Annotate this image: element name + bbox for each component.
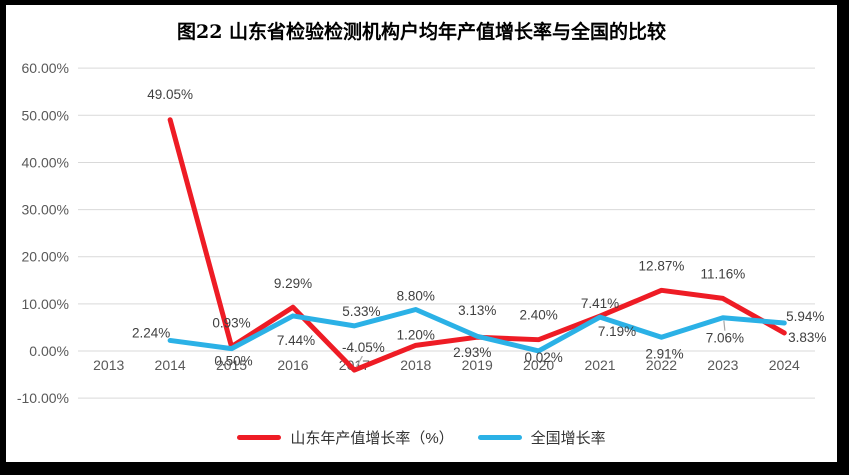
data-label: 3.83% — [788, 330, 826, 345]
chart-canvas: 60.00% 50.00% 40.00% 30.00% 20.00% 10.00% 0.00… — [17, 60, 827, 406]
data-label: 7.06% — [706, 331, 744, 346]
label-leader-line — [723, 320, 726, 331]
x-tick-label: 2018 — [400, 357, 431, 373]
chart-title: 图22 山东省检验检测机构户均年产值增长率与全国的比较 — [176, 21, 667, 43]
y-tick-label: 60.00% — [22, 60, 69, 76]
x-tick-label: 2013 — [93, 357, 124, 373]
data-label: 8.80% — [397, 289, 435, 304]
data-label: 2.93% — [453, 345, 491, 360]
x-tick-label: 2023 — [707, 357, 738, 373]
data-label: 7.19% — [598, 324, 636, 339]
chart-slide: 图22 山东省检验检测机构户均年产值增长率与全国的比较 60.00% 50.00%… — [6, 5, 837, 462]
x-tick-label: 2014 — [155, 357, 186, 373]
data-label: 5.33% — [342, 304, 380, 319]
x-tick-label: 2020 — [523, 357, 554, 373]
data-label: 5.94% — [786, 309, 824, 324]
y-tick-label: 0.00% — [29, 343, 69, 359]
data-label: 1.20% — [397, 327, 435, 342]
x-tick-label: 2024 — [769, 357, 800, 373]
x-tick-label: 2016 — [277, 357, 308, 373]
series-line-1 — [167, 307, 787, 354]
data-label: 9.29% — [274, 276, 312, 291]
legend-line-swatch-red — [237, 434, 282, 440]
legend-label-shandong: 山东年产值增长率（%） — [290, 429, 454, 447]
y-tick-label: 20.00% — [22, 249, 69, 265]
legend-label-national: 全国增长率 — [530, 429, 606, 447]
y-tick-label: 10.00% — [22, 296, 69, 312]
data-label: 12.87% — [639, 258, 685, 273]
data-label: 0.02% — [524, 350, 562, 365]
data-label: 11.16% — [700, 266, 745, 281]
chart-legend: 山东年产值增长率（%） 全国增长率 — [6, 425, 837, 449]
y-tick-label: -10.00% — [17, 390, 69, 406]
data-label: 0.50% — [214, 354, 252, 369]
x-tick-label: 2021 — [584, 357, 615, 373]
legend-item-national: 全国增长率 — [477, 427, 606, 448]
data-label: 2.91% — [645, 346, 683, 361]
data-label: 7.44% — [277, 333, 315, 348]
data-label: 0.93% — [212, 316, 250, 331]
label-leader-line — [355, 355, 363, 368]
y-tick-label: 40.00% — [22, 154, 69, 170]
x-tick-label: 2019 — [462, 357, 493, 373]
data-label: 49.05% — [147, 87, 193, 102]
data-label: 2.40% — [519, 308, 557, 323]
data-label: -4.05% — [342, 340, 385, 355]
y-tick-label: 50.00% — [22, 107, 69, 123]
data-label: 2.24% — [132, 325, 170, 340]
x-tick-label: 2015 — [216, 357, 247, 373]
data-label: 7.41% — [581, 296, 619, 311]
x-tick-label: 2022 — [646, 357, 677, 373]
y-tick-label: 30.00% — [22, 202, 69, 218]
data-label: 3.13% — [458, 303, 496, 318]
legend-line-swatch-blue — [477, 434, 522, 440]
legend-item-shandong: 山东年产值增长率（%） — [237, 427, 454, 448]
